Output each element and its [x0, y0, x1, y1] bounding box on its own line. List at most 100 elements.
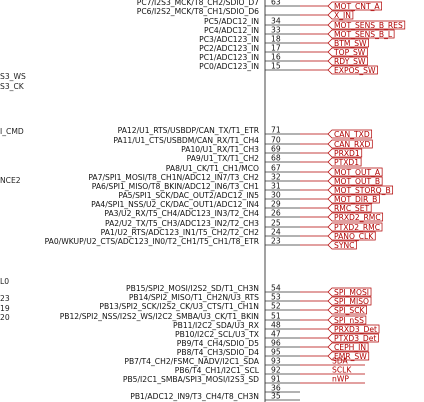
pin-number: 35	[271, 392, 281, 401]
net-label: MOT_OUT_A	[334, 168, 381, 177]
pin-number: 23	[271, 237, 281, 246]
net-flag	[327, 176, 383, 186]
net-flag	[327, 212, 384, 222]
pin-number: 51	[271, 312, 281, 321]
pin-name: PB14/SPI2_MISO/T1_CH2N/U3_RTS	[129, 293, 259, 302]
pin-number: 63	[271, 0, 281, 7]
pin-name: PA5/SPI1_SCK/DAC_OUT2/ADC12_IN5	[118, 191, 259, 200]
net-label: PTXD3_Det	[334, 334, 376, 343]
net-label: EXPOS_SW	[334, 66, 376, 75]
net-label: PANO_CLK	[334, 232, 374, 241]
pin-number: 92	[271, 366, 281, 375]
net-label: MOT_SENS_B_RES	[334, 21, 403, 30]
net-label: PRXD3_Det	[334, 325, 377, 334]
pin-name: PA12/U1_RTS/USBDP/CAN_TX/T1_ETR	[118, 126, 260, 135]
pin-name: PB1/ADC12_IN9/T3_CH4/T8_CH3N	[130, 392, 259, 401]
net-label: MOT_OUT_B	[334, 177, 380, 186]
net-flag	[327, 305, 367, 315]
pin-number: 34	[271, 17, 281, 26]
net-flag	[327, 167, 383, 177]
pin-name: PA6/SPI1_MISO/T8_BKIN/ADC12_IN6/T3_CH1	[92, 182, 259, 191]
net-label: MOT_CNT_A	[334, 2, 380, 11]
net-flag	[327, 231, 376, 241]
net-label: MOT_STORQ_B	[334, 186, 391, 195]
net-label: SPI_nSS	[334, 316, 364, 325]
net-label: BTM_SW	[334, 39, 367, 48]
pin-name: PA11/U1_CTS/USBDM/CAN_RX/T1_CH4	[113, 136, 259, 145]
net-label: RMC_SET	[334, 204, 370, 213]
pin-number: 25	[271, 219, 281, 228]
net-flag	[327, 351, 370, 361]
net-label: SYNC	[334, 241, 354, 250]
pin-number: 48	[271, 321, 281, 330]
left-label: 20	[0, 313, 10, 322]
pin-name: PA4/SPI1_NSS/U2_CK/DAC_OUT1/ADC12_IN4	[91, 200, 259, 209]
net-flag	[327, 1, 382, 11]
net-flag	[327, 296, 372, 306]
wire-label: SDA	[332, 357, 349, 366]
net-label: CAN_RXD	[334, 140, 370, 149]
net-flag	[327, 47, 368, 57]
left-label: S3_WS	[0, 72, 26, 81]
pin-name: PB7/T4_CH2/FSMC_NADV/I2C1_SDA	[124, 357, 259, 366]
net-flag	[327, 342, 369, 352]
net-label: PRXD2_RMC	[334, 213, 381, 222]
pin-number: 70	[271, 136, 281, 145]
wire-label: nWP	[332, 375, 349, 384]
net-label: MOT_DIR_B	[334, 195, 377, 204]
pin-name: PA1/U2_RTS/ADC123_IN1/T5_CH2/T2_CH2	[101, 228, 259, 237]
left-label: L0	[0, 277, 9, 286]
pin-name: PC4/ADC12_IN	[204, 26, 259, 35]
net-flag	[327, 185, 394, 195]
pin-number: 26	[271, 209, 281, 218]
net-label: EMR_SW	[334, 352, 367, 361]
net-flag	[327, 139, 373, 149]
pin-number: 24	[271, 228, 281, 237]
net-flag	[327, 203, 372, 213]
pin-name: PB13/SPI2_SCK/I2S2_CK/U3_CTS/T1_CH1N	[99, 302, 259, 311]
pin-number: 95	[271, 348, 281, 357]
pin-name: PC3/ADC123_IN	[199, 35, 259, 44]
pin-name: PB15/SPI2_MOSI/I2S2_SD/T1_CH3N	[126, 284, 259, 293]
pin-name: PC6/I2S2_MCK/T8_CH1/SDIO_D6	[137, 7, 259, 16]
left-label: 23	[0, 294, 10, 303]
left-label: I_CMD	[0, 127, 24, 136]
net-flag	[327, 240, 357, 250]
pin-name: PA8/U1_CK/T1_CH1/MCO	[166, 164, 259, 173]
pin-number: 29	[271, 200, 281, 209]
pin-name: PB8/T4_CH3/SDIO_D4	[177, 348, 259, 357]
pin-name: PC5/ADC12_IN	[204, 17, 259, 26]
net-label: PTXD2_RMC	[334, 223, 380, 232]
pin-name: PB11/I2C2_SDA/U3_RX	[173, 321, 259, 330]
net-flag	[327, 315, 367, 325]
pin-name: PC2/ADC123_IN	[199, 44, 259, 53]
pin-name: PC0/ADC123_IN	[199, 62, 259, 71]
left-label: 19	[0, 304, 10, 313]
net-label: SPI_MISO	[334, 297, 369, 306]
pin-number: 16	[271, 53, 281, 62]
net-label: CAN_TXD	[334, 130, 370, 139]
net-label: SPI_MOSI	[334, 288, 369, 297]
net-label: TOP_SW	[333, 48, 366, 57]
pin-number: 69	[271, 145, 281, 154]
net-flag	[327, 20, 406, 30]
pin-name: PB9/T4_CH4/SDIO_D5	[177, 339, 259, 348]
net-flag	[327, 287, 372, 297]
pin-number: 67	[271, 164, 281, 173]
pin-number: 18	[271, 35, 281, 44]
pin-number: 33	[271, 26, 281, 35]
net-label: CEPH_IN	[334, 343, 366, 352]
net-label: RDY_SW	[334, 57, 366, 66]
pin-name: PA7/SPI1_MOSI/T8_CH1N/ADC12_IN7/T3_CH2	[88, 173, 259, 182]
pin-number: 93	[271, 357, 281, 366]
left-label: S3_CK	[0, 82, 25, 91]
pin-name: PC1/ADC123_IN	[199, 53, 259, 62]
net-flag	[327, 194, 380, 204]
pin-number: 31	[271, 182, 281, 191]
pin-name: PB10/I2C2_SCL/U3_TX	[175, 330, 259, 339]
pin-number: 96	[271, 339, 281, 348]
pin-number: 32	[271, 173, 281, 182]
pin-number: 53	[271, 293, 281, 302]
net-flag	[327, 65, 378, 75]
